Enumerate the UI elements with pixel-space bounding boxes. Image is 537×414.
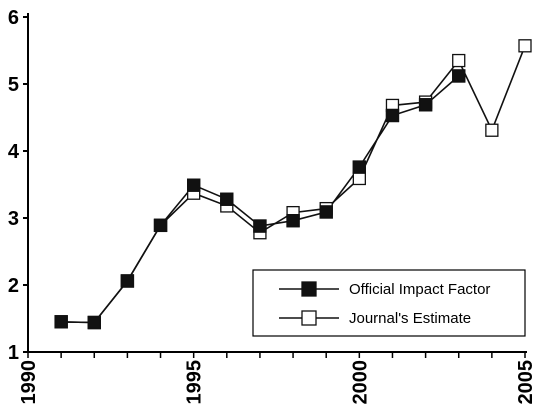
legend-box — [252, 269, 526, 337]
legend-marker — [301, 281, 317, 297]
data-point-series-2 — [485, 123, 499, 137]
data-point-official — [187, 178, 201, 192]
data-point-official — [352, 160, 366, 174]
y-tick-label: 5 — [8, 74, 19, 96]
y-tick-label: 2 — [8, 275, 19, 297]
legend-label: Official Impact Factor — [349, 281, 490, 298]
data-point-official — [385, 108, 400, 123]
data-point-series-2 — [518, 39, 532, 53]
y-tick-label: 1 — [8, 342, 19, 364]
y-tick-label: 3 — [8, 208, 19, 230]
data-point-official — [286, 214, 300, 228]
data-point-official — [452, 69, 466, 83]
data-point-official — [87, 315, 101, 330]
legend-label: Journal's Estimate — [349, 310, 471, 327]
y-tick-label: 6 — [8, 7, 19, 29]
series-markers — [54, 39, 532, 330]
x-tick-label: 2000 — [349, 360, 371, 405]
data-point-official — [54, 315, 68, 329]
x-tick-label: 1990 — [18, 360, 40, 405]
data-point-series-2 — [352, 171, 366, 186]
y-tick-label: 4 — [8, 141, 20, 163]
data-point-series-2 — [452, 53, 466, 68]
axes — [27, 13, 527, 353]
legend-marker — [301, 310, 317, 326]
legend: Official Impact Factor Journal's Estimate — [252, 269, 526, 337]
data-point-official — [153, 218, 168, 233]
ticks: 1 2 3 4 5 6 1990 1995 2000 2005 — [8, 7, 537, 405]
data-point-official — [418, 98, 433, 112]
x-tick-label: 1995 — [184, 360, 206, 405]
data-point-official — [120, 274, 135, 288]
x-tick-label: 2005 — [515, 360, 537, 405]
data-point-official — [319, 205, 333, 219]
data-point-official — [220, 192, 234, 206]
data-point-official — [253, 219, 267, 233]
